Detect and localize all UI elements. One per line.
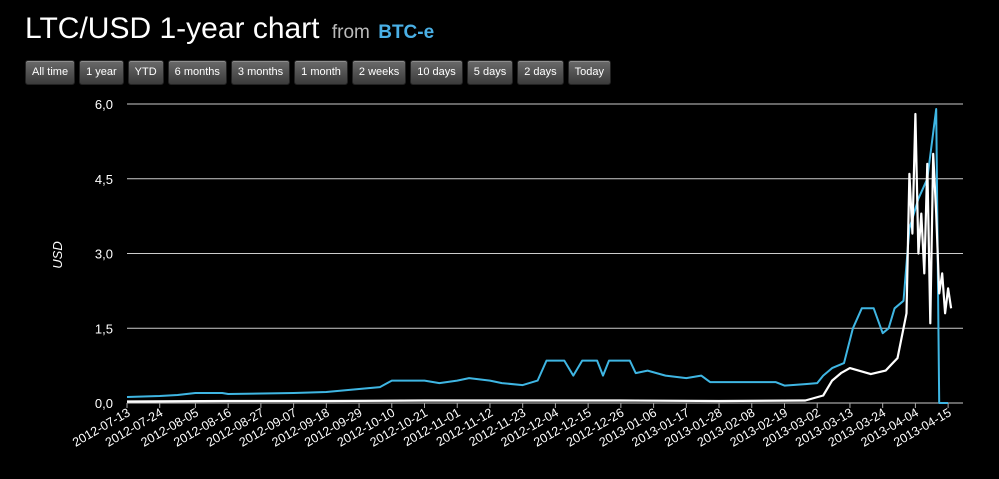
- range-button-6-months[interactable]: 6 months: [167, 60, 227, 85]
- range-button-2-days[interactable]: 2 days: [517, 60, 564, 85]
- y-tick-label: 1,5: [95, 321, 113, 336]
- range-button-5-days[interactable]: 5 days: [466, 60, 514, 85]
- source-link[interactable]: BTC-e: [378, 22, 435, 43]
- series-line-white: [126, 112, 953, 403]
- grid-lines: [127, 103, 963, 404]
- y-tick-label: 4,5: [95, 172, 113, 187]
- from-label: from: [331, 22, 370, 43]
- range-button-2-weeks[interactable]: 2 weeks: [351, 60, 407, 85]
- y-tick-label: 3,0: [95, 247, 113, 262]
- range-button-all-time[interactable]: All time: [25, 60, 76, 85]
- series-line-blue: [126, 108, 949, 404]
- series-group: [126, 108, 953, 404]
- x-axis-ticks: 2012-07-132012-07-242012-08-052012-08-16…: [70, 403, 954, 450]
- range-button-1-month[interactable]: 1 month: [294, 60, 348, 85]
- chart-title: LTC/USD 1-year chart from BTC-e: [25, 12, 434, 46]
- y-tick-label: 6,0: [95, 97, 113, 112]
- range-selector: All time 1 year YTD 6 months 3 months 1 month…: [25, 60, 611, 85]
- y-tick-label: 0,0: [95, 396, 113, 411]
- title-text: LTC/USD 1-year chart: [25, 12, 320, 45]
- y-axis-label: USD: [50, 241, 65, 268]
- range-button-ytd[interactable]: YTD: [127, 60, 164, 85]
- range-button-10-days[interactable]: 10 days: [410, 60, 463, 85]
- range-button-today[interactable]: Today: [567, 60, 611, 85]
- range-button-1-year[interactable]: 1 year: [79, 60, 124, 85]
- range-button-3-months[interactable]: 3 months: [230, 60, 291, 85]
- y-axis-ticks: 0,0 1,5 3,0 4,5 6,0: [95, 97, 113, 411]
